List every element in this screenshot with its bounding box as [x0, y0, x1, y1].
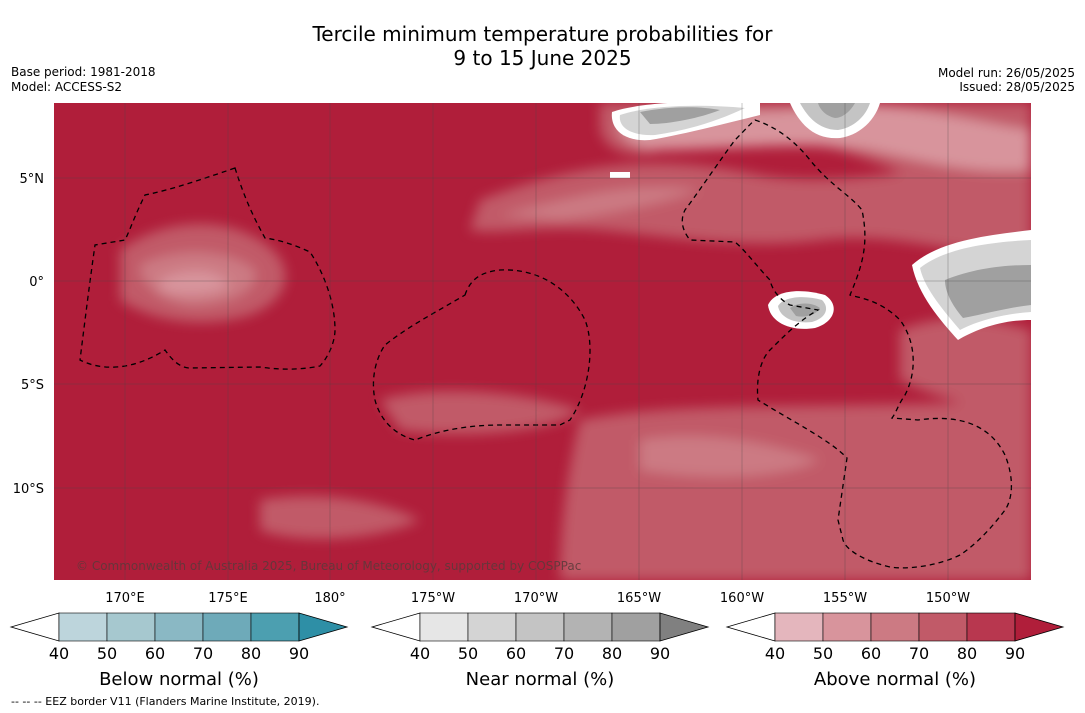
- eez-borders: [79, 119, 1013, 569]
- colorbar-extend-high: [1014, 612, 1065, 642]
- colorbar-tick-label: 90: [289, 644, 309, 663]
- colorbar-segment: [106, 612, 156, 642]
- colorbar-tick-label: 50: [813, 644, 833, 663]
- colorbar-tick-label: 40: [410, 644, 430, 663]
- lon-label-155w: 155°W: [823, 591, 867, 606]
- colorbar-tick-label: 50: [458, 644, 478, 663]
- colorbar-tick-label: 40: [765, 644, 785, 663]
- base-period-text: Base period: 1981-2018: [11, 65, 156, 79]
- colorbar-extend-low: [9, 612, 60, 642]
- lon-label-160w: 160°W: [720, 591, 764, 606]
- copyright-credit: © Commonwealth of Australia 2025, Bureau…: [76, 559, 581, 573]
- lon-label-170e: 170°E: [105, 591, 145, 606]
- lon-label-180: 180°: [314, 591, 345, 606]
- colorbar-tick-label: 70: [554, 644, 574, 663]
- colorbar-segment: [870, 612, 920, 642]
- colorbar-segment: [563, 612, 613, 642]
- colorbar-tick-label: 60: [861, 644, 881, 663]
- colorbar-segment: [966, 612, 1016, 642]
- colorbar-extend-low: [370, 612, 421, 642]
- colorbar-above-normal: 40 50 60 70 80 90 Above normal (%): [725, 612, 1065, 690]
- colorbar-tick-label: 80: [957, 644, 977, 663]
- lat-label-5s: 5°S: [21, 378, 44, 393]
- map-title-line2: 9 to 15 June 2025: [453, 46, 632, 70]
- lon-label-170w: 170°W: [514, 591, 558, 606]
- lon-label-175w: 175°W: [411, 591, 455, 606]
- colorbar-tick-label: 90: [650, 644, 670, 663]
- lon-label-150w: 150°W: [926, 591, 970, 606]
- colorbar-near-normal: 40 50 60 70 80 90 Near normal (%): [370, 612, 710, 690]
- colorbar-segment: [822, 612, 872, 642]
- lon-label-165w: 165°W: [617, 591, 661, 606]
- colorbar-tick-label: 80: [241, 644, 261, 663]
- colorbar-tick-label: 60: [145, 644, 165, 663]
- colorbar-title: Near normal (%): [466, 669, 615, 690]
- model-run-text: Model run: 26/05/2025: [937, 66, 1075, 80]
- colorbar-segment: [467, 612, 517, 642]
- lat-label-eq: 0°: [29, 275, 44, 290]
- colorbar-tick-label: 60: [506, 644, 526, 663]
- colorbar-tick-label: 70: [193, 644, 213, 663]
- colorbar-segment: [202, 612, 252, 642]
- colorbar-extend-high: [659, 612, 710, 642]
- colorbar-segment: [419, 612, 469, 642]
- colorbar-tick-label: 80: [602, 644, 622, 663]
- colorbar-extend-high: [298, 612, 349, 642]
- colorbar-segment: [774, 612, 824, 642]
- issued-date-text: Issued: 28/05/2025: [959, 80, 1075, 94]
- colorbar-tick-label: 90: [1005, 644, 1025, 663]
- colorbar-segment: [515, 612, 565, 642]
- lon-label-175e: 175°E: [208, 591, 248, 606]
- colorbar-segment: [918, 612, 968, 642]
- colorbar-segment: [611, 612, 661, 642]
- map-title-line1: Tercile minimum temperature probabilitie…: [312, 22, 773, 46]
- lat-label-10s: 10°S: [13, 482, 44, 497]
- colorbar-segment: [58, 612, 108, 642]
- model-name-text: Model: ACCESS-S2: [11, 80, 123, 94]
- lat-label-5n: 5°N: [20, 172, 45, 187]
- colorbar-tick-label: 70: [909, 644, 929, 663]
- colorbar-tick-label: 50: [97, 644, 117, 663]
- map-graticule: [54, 103, 1031, 580]
- colorbar-segment: [154, 612, 204, 642]
- colorbar-title: Above normal (%): [814, 669, 976, 690]
- probability-field: [54, 103, 1031, 580]
- eez-footnote: -- -- -- EEZ border V11 (Flanders Marine…: [11, 695, 320, 708]
- colorbar-segment: [250, 612, 300, 642]
- colorbar-title: Below normal (%): [99, 669, 259, 690]
- colorbar-tick-label: 40: [49, 644, 69, 663]
- colorbar-below-normal: 40 50 60 70 80 90 Below normal (%): [9, 612, 349, 690]
- colorbar-extend-low: [725, 612, 776, 642]
